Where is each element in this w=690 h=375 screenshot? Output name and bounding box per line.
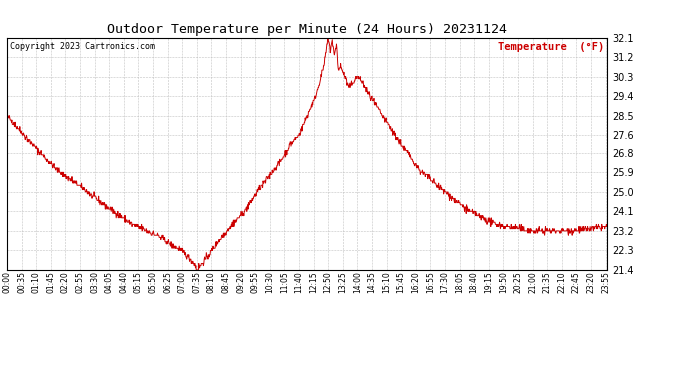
Text: Copyright 2023 Cartronics.com: Copyright 2023 Cartronics.com (10, 42, 155, 51)
Title: Outdoor Temperature per Minute (24 Hours) 20231124: Outdoor Temperature per Minute (24 Hours… (107, 23, 507, 36)
Text: Temperature  (°F): Temperature (°F) (498, 42, 604, 52)
